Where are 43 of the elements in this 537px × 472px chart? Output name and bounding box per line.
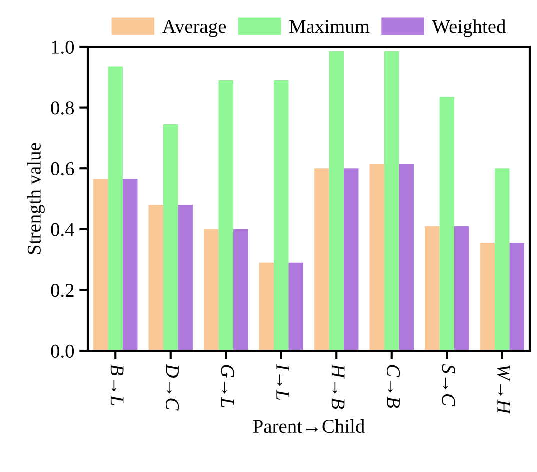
x-tick-label: I→L <box>276 364 290 400</box>
legend-label: Weighted <box>432 20 506 38</box>
x-tick-label: B→L <box>110 364 124 406</box>
y-tick-label: 0.6 <box>51 162 74 176</box>
bar <box>233 229 248 351</box>
bar <box>370 164 385 351</box>
y-tick-label: 0.2 <box>51 284 74 298</box>
y-axis-title: Strength value <box>27 143 45 254</box>
y-tick-label: 1.0 <box>52 40 74 54</box>
legend-label: Maximum <box>290 20 370 34</box>
x-tick-label: C→B <box>387 365 400 408</box>
bar <box>288 262 304 351</box>
x-tick-label: D→C <box>166 364 180 411</box>
bar <box>218 80 234 351</box>
bar <box>454 226 470 351</box>
bar <box>259 262 274 351</box>
bar <box>495 168 510 351</box>
x-axis-title: Parent→Child <box>253 419 365 434</box>
y-tick-label: 0.0 <box>51 344 74 358</box>
bar <box>274 80 289 351</box>
x-tick-label: G→L <box>221 365 234 408</box>
x-tick-label: S→C <box>442 364 456 407</box>
y-tick-label: 0.4 <box>51 223 74 236</box>
y-tick-label: 0.8 <box>51 102 74 115</box>
legend-label: Average <box>162 20 226 38</box>
bar <box>204 229 219 351</box>
bar <box>94 179 108 351</box>
bar <box>480 243 496 351</box>
bar <box>108 66 123 351</box>
bar <box>178 205 193 351</box>
bar <box>399 164 414 351</box>
bar <box>425 226 440 351</box>
bar <box>384 52 400 351</box>
bar <box>440 97 454 351</box>
bar <box>314 168 330 351</box>
bar <box>164 124 178 351</box>
bar <box>148 205 164 351</box>
x-tick-label: W→H <box>497 365 510 415</box>
bar <box>510 243 524 351</box>
bar <box>122 179 138 351</box>
x-tick-label: H→B <box>332 364 345 410</box>
bar <box>329 52 344 351</box>
bar <box>344 168 359 351</box>
